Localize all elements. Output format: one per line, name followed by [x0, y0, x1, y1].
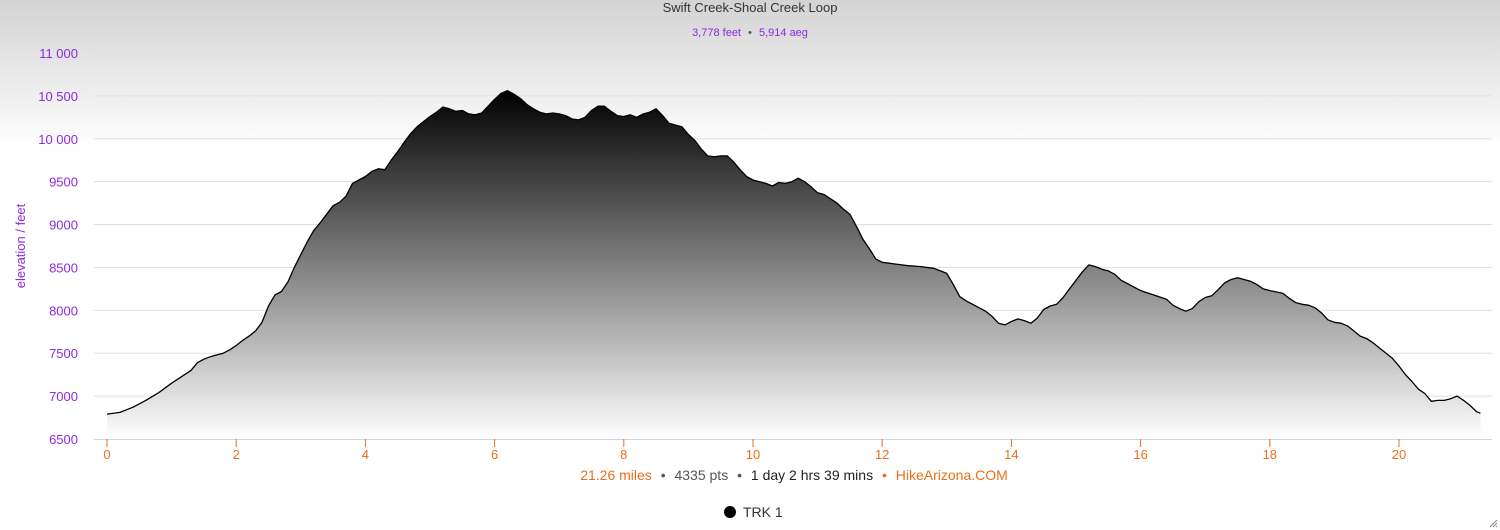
x-tick-label: 16 — [1133, 447, 1147, 462]
y-tick-label: 7500 — [49, 346, 78, 361]
elevation-line-layer — [106, 90, 1481, 415]
legend-marker-icon — [724, 506, 736, 518]
caption-separator-2: • — [737, 467, 742, 483]
x-tick-label: 4 — [362, 447, 369, 462]
y-tick-label: 9000 — [49, 218, 78, 233]
y-tick-label: 10 500 — [38, 89, 78, 104]
caption-site-link[interactable]: HikeArizona.COM — [896, 467, 1008, 483]
y-tick-label: 7000 — [49, 389, 78, 404]
x-tick-label: 18 — [1263, 447, 1277, 462]
x-tick-label: 6 — [491, 447, 498, 462]
x-tick-label: 2 — [233, 447, 240, 462]
caption-distance: 21.26 miles — [580, 467, 652, 483]
y-axis-label: elevation / feet — [13, 203, 28, 288]
y-tick-label: 10 000 — [38, 132, 78, 147]
legend-item-trk1[interactable]: TRK 1 — [724, 504, 783, 520]
caption-separator-1: • — [661, 467, 666, 483]
x-tick-label: 14 — [1004, 447, 1018, 462]
elevation-area — [107, 90, 1481, 439]
caption-duration: 1 day 2 hrs 39 mins — [751, 467, 873, 483]
chart-subtitle: 3,778 feet • 5,914 aeg — [692, 27, 808, 39]
y-tick-label: 8000 — [49, 303, 78, 318]
y-tick-label: 6500 — [49, 432, 78, 447]
x-axis-ticks: 0 2 4 6 8 10 12 14 16 18 20 — [103, 439, 1406, 462]
resize-grip-icon[interactable] — [1488, 518, 1498, 528]
legend-label: TRK 1 — [743, 504, 783, 520]
x-tick-label: 20 — [1392, 447, 1406, 462]
caption-points: 4335 pts — [674, 467, 728, 483]
y-tick-label: 11 000 — [39, 46, 78, 61]
x-tick-label: 10 — [746, 447, 760, 462]
chart-caption: 21.26 miles • 4335 pts • 1 day 2 hrs 39 … — [580, 467, 1008, 483]
caption-separator-3: • — [882, 467, 887, 483]
subtitle-separator: • — [748, 27, 752, 39]
elevation-area-fill — [107, 90, 1481, 439]
elevation-series-line[interactable] — [106, 90, 1481, 415]
y-tick-label: 8500 — [49, 260, 78, 275]
y-tick-label: 9500 — [49, 175, 78, 190]
subtitle-aeg: 5,914 aeg — [759, 27, 808, 39]
x-tick-label: 12 — [875, 447, 889, 462]
subtitle-elevation: 3,778 feet — [692, 27, 741, 39]
x-tick-label: 8 — [620, 447, 627, 462]
chart-title: Swift Creek-Shoal Creek Loop — [663, 0, 838, 15]
x-tick-label: 0 — [103, 447, 110, 462]
y-axis-ticks: 6500 7000 7500 8000 8500 9000 9500 10 000 10 500… — [38, 46, 78, 447]
